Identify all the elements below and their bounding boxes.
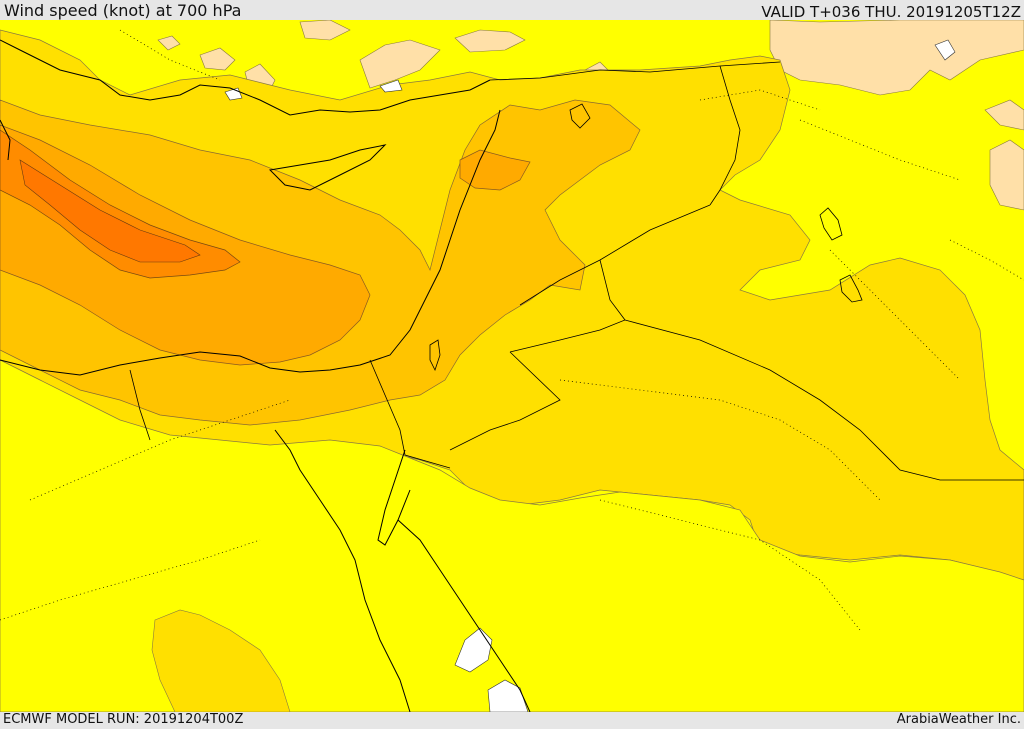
band-very-high [0, 129, 241, 279]
band-moderate-south [151, 609, 291, 712]
footer-bar: ECMWF MODEL RUN: 20191204T00Z ArabiaWeat… [0, 712, 1024, 729]
weather-map [0, 20, 1024, 712]
calm-spots [224, 39, 956, 712]
valid-time: VALID T+036 THU. 20191205T12Z [761, 3, 1021, 21]
header-bar: Wind speed (knot) at 700 hPa VALID T+036… [0, 0, 1024, 21]
model-run-label: ECMWF MODEL RUN: 20191204T00Z [3, 712, 244, 727]
brand-label: ArabiaWeather Inc. [896, 712, 1021, 727]
country-borders [129, 61, 1024, 481]
band-peak [19, 159, 201, 263]
inland-water [429, 103, 863, 372]
band-low-inner [0, 359, 1024, 712]
chart-title: Wind speed (knot) at 700 hPa [4, 1, 242, 20]
wind-speed-field [0, 20, 1024, 712]
coastlines [0, 39, 531, 712]
admin-boundaries [0, 29, 1024, 631]
